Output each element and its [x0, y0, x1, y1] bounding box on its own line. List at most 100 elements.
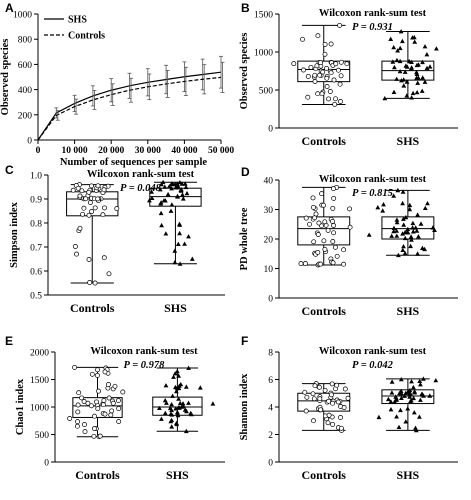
data-point-triangle [412, 39, 418, 44]
data-point-triangle [415, 212, 420, 217]
data-point-triangle [392, 399, 398, 404]
y-tick-label: 0.6 [30, 268, 42, 278]
data-point-triangle [174, 420, 179, 425]
data-point-circle [328, 70, 334, 76]
data-point-circle [331, 186, 336, 192]
data-point-circle [317, 72, 323, 78]
data-point-circle [91, 426, 97, 432]
data-point-circle [321, 238, 327, 244]
data-point-circle [338, 99, 343, 104]
data-point-circle [312, 383, 318, 389]
panel-label: E [5, 334, 13, 348]
data-point-circle [311, 239, 317, 245]
y-tick-label: 0.5 [30, 292, 42, 302]
data-point-triangle [395, 187, 401, 193]
data-point-triangle [420, 392, 425, 397]
data-point-triangle [422, 79, 428, 84]
data-point-triangle [390, 59, 396, 64]
data-point-circle [330, 400, 336, 406]
data-point-circle [77, 225, 83, 231]
data-point-triangle [401, 216, 406, 221]
x-axis-label: Number of sequences per sample [60, 157, 208, 168]
data-point-triangle [410, 35, 415, 40]
x-tick-label: 0 [36, 146, 41, 156]
data-point-triangle [410, 220, 416, 226]
data-point-triangle [398, 377, 404, 382]
data-point-triangle [414, 228, 420, 233]
data-point-triangle [182, 241, 187, 246]
data-point-circle [116, 406, 122, 411]
data-point-circle [333, 96, 338, 102]
y-axis-label: Observed species [0, 39, 11, 116]
data-point-triangle [419, 88, 425, 93]
p-value: P = 0.048 [120, 183, 162, 194]
data-point-circle [347, 224, 353, 230]
data-point-circle [95, 183, 101, 189]
panel-label: C [5, 163, 14, 177]
data-point-circle [87, 200, 93, 205]
data-point-circle [338, 73, 344, 79]
data-point-triangle [430, 225, 436, 230]
data-point-triangle [409, 237, 414, 242]
data-point-triangle [147, 198, 152, 203]
box [72, 397, 123, 418]
data-point-triangle [415, 251, 420, 256]
data-point-triangle [427, 393, 433, 398]
data-point-triangle [402, 250, 408, 256]
data-point-triangle [403, 419, 409, 424]
data-point-triangle [210, 401, 216, 406]
data-point-triangle [149, 195, 155, 200]
data-point-circle [324, 75, 330, 81]
data-point-circle [291, 61, 297, 67]
data-point-triangle [394, 57, 400, 63]
y-tick-label: 0 [268, 459, 273, 469]
data-point-circle [76, 390, 82, 396]
data-point-triangle [179, 187, 184, 192]
data-point-triangle [158, 210, 164, 216]
data-point-circle [311, 418, 316, 424]
data-point-circle [325, 420, 331, 426]
data-point-triangle [168, 411, 174, 416]
data-point-circle [315, 249, 321, 255]
data-point-circle [100, 402, 106, 408]
data-point-triangle [186, 234, 191, 239]
data-point-circle [72, 364, 78, 370]
x-tick-label: 40 000 [171, 146, 197, 156]
data-point-circle [327, 89, 333, 94]
data-point-triangle [406, 58, 412, 64]
data-point-triangle [165, 191, 171, 197]
data-point-triangle [398, 407, 403, 413]
data-point-triangle [388, 399, 394, 404]
data-point-triangle [433, 378, 439, 383]
data-point-triangle [425, 201, 430, 206]
data-point-circle [95, 367, 100, 373]
data-point-triangle [180, 192, 185, 197]
data-point-circle [322, 387, 328, 393]
data-point-triangle [157, 187, 163, 192]
data-point-circle [101, 187, 107, 193]
data-point-triangle [407, 387, 413, 393]
data-point-circle [100, 212, 106, 218]
data-point-circle [310, 391, 316, 397]
data-point-circle [106, 382, 111, 387]
box [66, 191, 119, 217]
panel-label: A [5, 1, 14, 15]
data-point-triangle [391, 193, 397, 198]
data-point-circle [325, 227, 331, 233]
data-point-circle [115, 398, 121, 403]
data-point-triangle [375, 205, 381, 210]
data-point-circle [101, 398, 107, 403]
data-point-triangle [407, 391, 413, 396]
data-point-circle [92, 205, 98, 211]
data-point-triangle [409, 379, 414, 384]
panel-A: A 0 200 400 600 800 1000 Observed species 0 10 00… [0, 1, 234, 168]
data-point-triangle [175, 193, 180, 198]
data-point-circle [326, 96, 332, 102]
data-point-circle [316, 220, 322, 226]
data-point-circle [97, 433, 103, 439]
y-tick-label: 0.7 [30, 244, 42, 254]
data-point-triangle [405, 226, 411, 231]
data-point-circle [305, 94, 311, 100]
test-name: Wilcoxon rank-sum test [319, 346, 427, 357]
data-point-triangle [182, 181, 188, 186]
